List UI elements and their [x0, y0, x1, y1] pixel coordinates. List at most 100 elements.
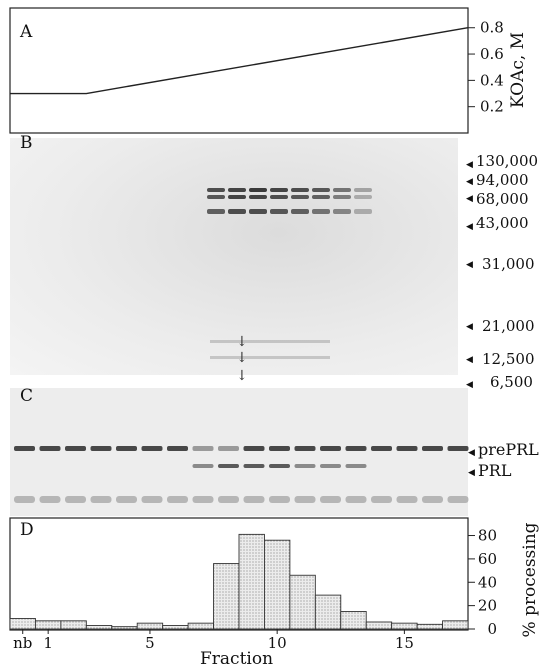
- label-preprl: prePRL: [478, 440, 539, 459]
- panel-d-bar: [365, 621, 393, 630]
- mw-marker-6500: 6,500: [490, 373, 533, 391]
- panel-c-prl-band: [218, 464, 239, 468]
- panel-c-lower-band: [422, 496, 443, 503]
- panel-c-prl-band: [294, 464, 316, 468]
- panel-b-band: [207, 209, 225, 214]
- mw-marker-43000: 43,000: [476, 214, 529, 232]
- prl-arrow-icon: ◀: [468, 468, 475, 478]
- panel-d-xtick-label: 10: [268, 634, 287, 652]
- panel-a-tick-label: 0.8: [480, 19, 504, 37]
- panel-d-bar: [442, 620, 469, 630]
- panel-d-bar: [213, 563, 240, 630]
- panel-b-gel-bands: ↓ ↓ ↓: [207, 188, 372, 384]
- mw-marker-21000: 21,000: [482, 317, 535, 335]
- panel-b-band: [291, 188, 309, 192]
- panel-c-lower-band: [269, 496, 290, 503]
- panel-a-gradient-chart: 0.8 0.6 0.4 0.2: [9, 7, 504, 134]
- panel-d-ytick-label: 20: [478, 597, 497, 615]
- panel-c-lower-band: [116, 496, 137, 503]
- panel-c-preprl-band: [320, 446, 341, 451]
- panel-c-preprl-band: [345, 446, 367, 451]
- panel-b-band: [354, 209, 372, 214]
- panel-b-arrow-1: ↓: [236, 334, 248, 350]
- marker-arrow-icon: ◀: [466, 322, 473, 332]
- panel-c-prl-band: [243, 464, 265, 468]
- panel-c-lower-band: [345, 496, 367, 503]
- panel-b-band: [291, 195, 309, 199]
- panel-c-lower-band: [218, 496, 239, 503]
- panel-b-band: [207, 188, 225, 192]
- panel-d-bar: [111, 626, 138, 630]
- panel-c-preprl-band: [422, 446, 443, 451]
- panel-a-letter: A: [20, 22, 33, 42]
- panel-d-ytick-label: 40: [478, 573, 497, 591]
- panel-c-lower-band: [371, 496, 392, 503]
- panel-b-gel: [10, 138, 458, 375]
- panel-c-prl-band: [320, 464, 341, 468]
- panel-b-band: [354, 195, 372, 199]
- panel-b-band: [354, 188, 372, 192]
- panel-d-bar: [314, 594, 342, 630]
- panel-d-ytick-label: 80: [478, 527, 497, 545]
- panel-d-bar: [289, 574, 316, 630]
- panel-b-band: [249, 188, 267, 192]
- panel-c-gel-bands: [14, 446, 469, 503]
- panel-c-lower-band: [39, 496, 61, 503]
- panel-b-band: [207, 195, 225, 199]
- panel-c-lower-band: [447, 496, 469, 503]
- panel-c-preprl-band: [192, 446, 214, 451]
- preprl-arrow-icon: ◀: [468, 448, 475, 458]
- panel-c-preprl-band: [167, 446, 188, 451]
- panel-b-band: [270, 195, 288, 199]
- panel-c-preprl-band: [116, 446, 137, 451]
- panel-b-faint-band: [210, 356, 330, 359]
- marker-arrow-icon: ◀: [466, 380, 473, 390]
- marker-arrow-icon: ◀: [466, 260, 473, 270]
- mw-marker-94000: 94,000: [476, 171, 529, 189]
- panel-d-xtick-label: 15: [395, 634, 414, 652]
- panel-c-lower-band: [167, 496, 188, 503]
- panel-b-band: [312, 209, 330, 214]
- panel-d-bar: [340, 611, 367, 630]
- panel-d-ytick-label: 0: [487, 620, 497, 638]
- mw-marker-130000: 130,000: [476, 152, 539, 170]
- panel-d-bar: [162, 625, 189, 630]
- panel-c-gel: [10, 388, 468, 516]
- panel-d-bar: [263, 539, 291, 630]
- panel-c-lower-band: [294, 496, 316, 503]
- panel-c-lower-band: [243, 496, 265, 503]
- panel-c-preprl-band: [218, 446, 239, 451]
- panel-b-band: [249, 195, 267, 199]
- panel-b-band: [228, 188, 246, 192]
- panel-c-lower-band: [14, 496, 35, 503]
- panel-b-band: [270, 209, 288, 214]
- panel-c-lower-band: [141, 496, 163, 503]
- panel-c-preprl-band: [447, 446, 469, 451]
- mw-marker-68000: 68,000: [476, 190, 529, 208]
- panel-d-ytick-label: 60: [478, 550, 497, 568]
- panel-d-frame: [9, 517, 469, 631]
- panel-d-xtick-label: nb: [13, 634, 32, 652]
- panel-a-tick-label: 0.4: [480, 71, 504, 89]
- panel-c-preprl-band: [141, 446, 163, 451]
- panel-d-axis-label: % processing: [520, 522, 540, 637]
- marker-arrow-icon: ◀: [466, 177, 473, 187]
- panel-b-band: [333, 209, 351, 214]
- panel-c-preprl-band: [90, 446, 112, 451]
- panel-b-letter: B: [20, 133, 33, 153]
- mw-marker-31000: 31,000: [482, 255, 535, 273]
- panel-d-letter: D: [20, 520, 34, 540]
- panel-c-preprl-band: [65, 446, 86, 451]
- panel-d-xtick-label: 1: [43, 634, 53, 652]
- panel-d-bar: [9, 618, 36, 630]
- panel-c-preprl-band: [243, 446, 265, 451]
- panel-c-lower-band: [192, 496, 214, 503]
- panel-a-frame: [9, 7, 469, 134]
- marker-arrow-icon: ◀: [466, 160, 473, 170]
- mw-marker-12500: 12,500: [482, 350, 535, 368]
- panel-b-band: [270, 188, 288, 192]
- panel-d-bar: [391, 622, 418, 630]
- panel-d-bar: [85, 625, 113, 630]
- panel-c-lower-band: [396, 496, 418, 503]
